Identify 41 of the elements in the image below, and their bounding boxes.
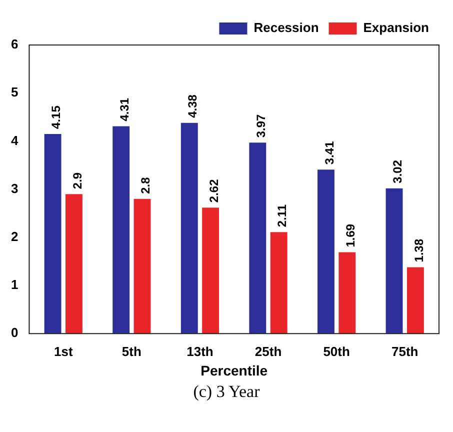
data-label: 4.15 xyxy=(49,105,64,129)
data-label: 2.8 xyxy=(138,176,153,194)
bar xyxy=(112,126,130,334)
legend-label: Recession xyxy=(254,20,319,36)
x-tick-label: 50th xyxy=(323,344,350,359)
y-tick-label: 0 xyxy=(10,325,18,340)
bar xyxy=(338,252,356,334)
bar xyxy=(134,198,151,334)
x-tick-label: 5th xyxy=(122,344,142,359)
x-tick-label: 13th xyxy=(186,344,214,359)
data-label: 4.31 xyxy=(117,98,132,122)
y-tick-label: 6 xyxy=(10,36,18,52)
y-tick-label: 2 xyxy=(10,228,18,244)
bar xyxy=(249,142,266,334)
legend-label: Expansion xyxy=(363,20,430,36)
bar xyxy=(270,232,288,334)
bar xyxy=(65,194,82,334)
data-label: 4.38 xyxy=(186,94,200,118)
data-label: 3.02 xyxy=(390,160,405,184)
x-tick-label: 25th xyxy=(254,344,282,359)
data-label: 2.9 xyxy=(70,172,84,190)
bar xyxy=(180,122,198,334)
y-tick-label: 5 xyxy=(10,84,18,100)
y-tick-label: 4 xyxy=(10,132,19,148)
x-tick-label: 75th xyxy=(391,344,418,359)
bar xyxy=(406,267,424,334)
y-tick-label: 3 xyxy=(10,180,18,196)
bar xyxy=(318,170,334,334)
x-axis-title: Percentile xyxy=(200,362,268,378)
bar xyxy=(386,188,403,334)
data-label: 1.69 xyxy=(343,224,358,248)
x-tick-label: 1st xyxy=(54,344,74,359)
bar xyxy=(44,134,62,334)
data-label: 3.41 xyxy=(322,140,336,165)
data-label: 2.11 xyxy=(275,204,290,228)
y-tick-label: 1 xyxy=(10,277,18,292)
text: (c) 3 Year xyxy=(192,382,261,402)
data-label: 3.97 xyxy=(254,114,268,138)
data-label: 2.62 xyxy=(206,178,221,203)
data-label: 1.38 xyxy=(412,238,426,262)
bar xyxy=(202,208,220,334)
